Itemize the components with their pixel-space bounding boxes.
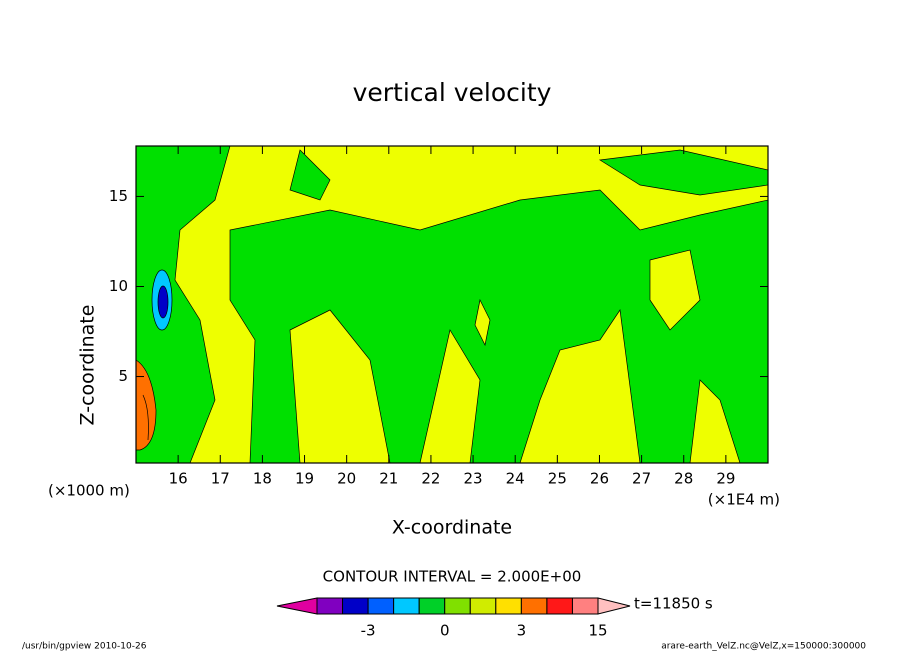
x-tick-label: 19 — [295, 470, 314, 488]
x-tick-label: 25 — [548, 470, 567, 488]
x-unit: (×1E4 m) — [708, 491, 780, 509]
contour-field — [135, 145, 769, 464]
x-tick-label: 28 — [674, 470, 693, 488]
x-tick-label: 26 — [590, 470, 609, 488]
colorbar-box — [418, 597, 446, 615]
colorbar-box — [469, 597, 497, 615]
x-tick-label: 18 — [253, 470, 272, 488]
colorbar-box — [316, 597, 344, 615]
colorbar-box — [342, 597, 369, 615]
x-tick-label: 23 — [464, 470, 483, 488]
colorbar-low — [276, 597, 318, 615]
contour-interval: CONTOUR INTERVAL = 2.000E+00 — [323, 568, 582, 586]
colorbar-box — [546, 597, 573, 615]
x-tick-label: 24 — [506, 470, 525, 488]
colorbar-box — [367, 597, 395, 615]
x-tick-label: 22 — [421, 470, 440, 488]
x-tick-label: 29 — [716, 470, 735, 488]
time-label: t=11850 s — [634, 595, 713, 613]
y-unit: (×1000 m) — [48, 482, 130, 500]
x-tick-label: 27 — [632, 470, 651, 488]
colorbar-box — [571, 597, 599, 615]
footer-right: arare-earth_VelZ.nc@VelZ,x=150000:300000 — [661, 642, 866, 652]
colorbar-box — [520, 597, 548, 615]
plot-frame — [135, 145, 769, 464]
y-tick-label: 10 — [109, 277, 128, 295]
x-tick-label: 16 — [169, 470, 188, 488]
x-axis-label: X-coordinate — [392, 517, 512, 539]
footer-left: /usr/bin/gpview 2010-10-26 — [22, 642, 147, 652]
colorbar-box — [444, 597, 471, 615]
x-tick-label: 20 — [337, 470, 356, 488]
colorbar-label: -3 — [361, 622, 376, 640]
colorbar-label: 15 — [588, 622, 607, 640]
colorbar-box — [393, 597, 420, 615]
x-tick-label: 21 — [379, 470, 398, 488]
y-tick-label: 15 — [109, 187, 128, 205]
colorbar-high — [597, 597, 631, 615]
colorbar-box — [495, 597, 522, 615]
x-tick-label: 17 — [211, 470, 230, 488]
colorbar-label: 3 — [517, 622, 527, 640]
colorbar-label: 0 — [440, 622, 450, 640]
y-axis-label: Z-coordinate — [77, 305, 99, 426]
chart-title: vertical velocity — [353, 78, 552, 107]
y-tick-label: 5 — [118, 367, 128, 385]
